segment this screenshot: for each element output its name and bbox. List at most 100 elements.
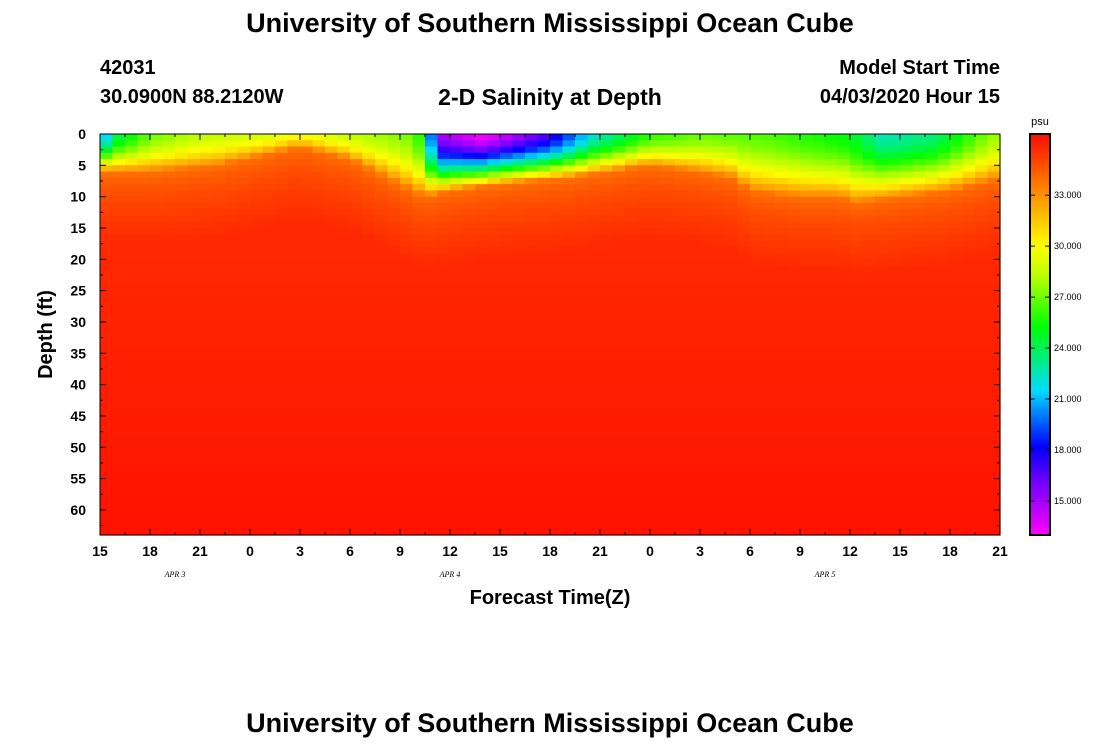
heatmap-cell	[750, 353, 764, 361]
heatmap-cell	[675, 309, 689, 317]
heatmap-cell	[850, 428, 864, 436]
heatmap-cell	[112, 328, 126, 336]
heatmap-cell	[675, 303, 689, 311]
heatmap-cell	[912, 209, 926, 217]
heatmap-cell	[337, 134, 351, 141]
heatmap-cell	[237, 159, 251, 166]
heatmap-cell	[475, 196, 489, 204]
heatmap-cell	[512, 253, 526, 260]
heatmap-cell	[862, 353, 876, 361]
heatmap-cell	[650, 403, 664, 411]
heatmap-cell	[225, 472, 239, 480]
heatmap-cell	[812, 184, 826, 191]
heatmap-cell	[562, 428, 576, 436]
heatmap-cell	[500, 390, 514, 398]
heatmap-cell	[712, 347, 726, 354]
heatmap-cell	[187, 227, 201, 235]
heatmap-cell	[237, 453, 251, 461]
heatmap-cell	[687, 321, 701, 329]
heatmap-cell	[550, 253, 564, 260]
heatmap-cell	[575, 259, 589, 267]
heatmap-cell	[612, 171, 626, 179]
heatmap-cell	[787, 441, 801, 448]
heatmap-cell	[187, 315, 201, 323]
heatmap-cell	[187, 428, 201, 436]
heatmap-cell	[300, 296, 314, 304]
heatmap-cell	[137, 422, 151, 430]
heatmap-cell	[275, 265, 289, 273]
heatmap-cell	[162, 152, 176, 160]
heatmap-cell	[837, 246, 851, 254]
heatmap-cell	[562, 466, 576, 473]
heatmap-cell	[225, 290, 239, 298]
heatmap-cell	[425, 303, 439, 311]
heatmap-cell	[137, 390, 151, 398]
heatmap-cell	[350, 259, 364, 267]
heatmap-cell	[300, 340, 314, 348]
heatmap-cell	[750, 466, 764, 473]
heatmap-cell	[862, 152, 876, 160]
heatmap-cell	[450, 409, 464, 417]
heatmap-cell	[175, 503, 189, 511]
heatmap-cell	[475, 321, 489, 329]
heatmap-cell	[962, 290, 976, 298]
heatmap-cell	[225, 447, 239, 455]
heatmap-cell	[412, 347, 426, 354]
heatmap-cell	[562, 171, 576, 179]
heatmap-cell	[462, 290, 476, 298]
heatmap-cell	[687, 384, 701, 392]
heatmap-cell	[387, 497, 401, 505]
heatmap-cell	[500, 296, 514, 304]
heatmap-cell	[837, 321, 851, 329]
heatmap-cell	[312, 190, 326, 198]
heatmap-cell	[775, 171, 789, 179]
heatmap-cell	[412, 516, 426, 524]
heatmap-cell	[250, 516, 264, 524]
heatmap-cell	[325, 165, 339, 173]
heatmap-cell	[275, 497, 289, 505]
heatmap-cell	[587, 171, 601, 179]
heatmap-cell	[512, 159, 526, 166]
heatmap-cell	[137, 284, 151, 292]
heatmap-cell	[187, 441, 201, 448]
heatmap-cell	[887, 209, 901, 217]
heatmap-cell	[375, 290, 389, 298]
heatmap-cell	[425, 365, 439, 373]
heatmap-cell	[850, 365, 864, 373]
heatmap-cell	[362, 309, 376, 317]
heatmap-cell	[387, 234, 401, 242]
heatmap-cell	[662, 478, 676, 486]
heatmap-cell	[125, 459, 139, 467]
heatmap-cell	[537, 491, 551, 499]
heatmap-cell	[625, 146, 639, 154]
heatmap-cell	[137, 234, 151, 242]
heatmap-cell	[125, 202, 139, 210]
heatmap-cell	[187, 497, 201, 505]
heatmap-cell	[900, 353, 914, 361]
heatmap-cell	[550, 365, 564, 373]
heatmap-cell	[537, 234, 551, 242]
heatmap-cell	[300, 259, 314, 267]
heatmap-cell	[137, 177, 151, 185]
heatmap-cell	[987, 522, 1001, 530]
heatmap-cell	[687, 409, 701, 417]
heatmap-cell	[187, 453, 201, 461]
heatmap-cell	[487, 134, 501, 141]
heatmap-cell	[562, 227, 576, 235]
heatmap-cell	[725, 384, 739, 392]
heatmap-cell	[812, 466, 826, 473]
heatmap-cell	[175, 259, 189, 267]
heatmap-cell	[312, 221, 326, 229]
heatmap-cell	[225, 209, 239, 217]
heatmap-cell	[562, 159, 576, 166]
heatmap-cell	[625, 466, 639, 473]
heatmap-cell	[475, 403, 489, 411]
heatmap-cell	[125, 278, 139, 285]
heatmap-cell	[737, 472, 751, 480]
heatmap-cell	[762, 434, 776, 442]
heatmap-cell	[350, 422, 364, 430]
heatmap-cell	[750, 409, 764, 417]
heatmap-cell	[412, 428, 426, 436]
heatmap-cell	[762, 365, 776, 373]
heatmap-cell	[837, 347, 851, 354]
